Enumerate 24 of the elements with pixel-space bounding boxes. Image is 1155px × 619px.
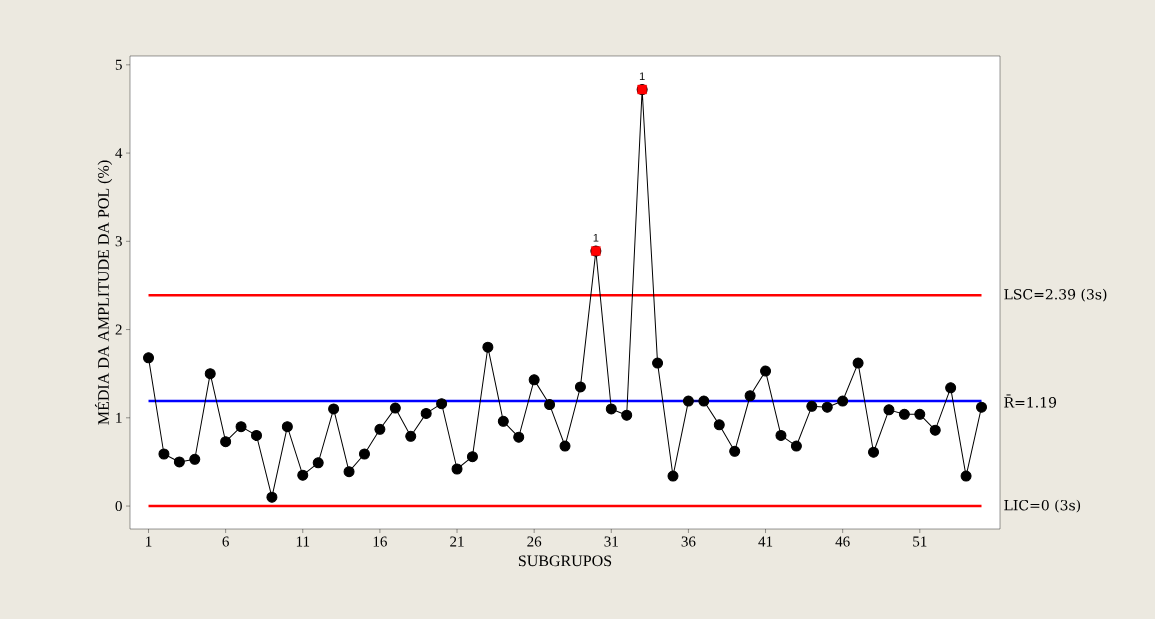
y-tick-label: 0 xyxy=(115,501,122,512)
annotation: 1 xyxy=(593,233,599,242)
x-tick-label: 26 xyxy=(527,536,542,547)
annotation: 1 xyxy=(639,72,645,80)
x-tick-label: 41 xyxy=(758,536,773,547)
y-axis-title: MÉDIA DA AMPLITUDE DA POL (%) xyxy=(94,160,113,425)
x-tick-label: 46 xyxy=(835,536,850,547)
y-tick-label: 2 xyxy=(115,324,122,335)
y-tick-label: 4 xyxy=(115,148,123,158)
x-tick-label: 51 xyxy=(913,536,927,547)
ref-line-label: LSC=2.39 (3s) xyxy=(1004,288,1107,302)
x-tick-label: 36 xyxy=(681,536,696,547)
y-tick-label: 1 xyxy=(116,412,122,423)
ref-line-label: LIC=0 (3s) xyxy=(1004,499,1081,513)
x-tick-label: 11 xyxy=(296,536,310,547)
x-tick-label: 6 xyxy=(222,536,229,547)
x-tick-label: 16 xyxy=(373,536,387,547)
x-tick-label: 21 xyxy=(450,536,464,547)
x-axis-title: SUBGRUPOS xyxy=(518,555,612,567)
y-tick-label: 5 xyxy=(115,59,122,70)
x-tick-label: 1 xyxy=(146,536,152,547)
y-tick-label: 3 xyxy=(115,236,122,247)
x-tick-label: 31 xyxy=(604,536,618,547)
ref-line-label: R̄=1.19 xyxy=(1004,394,1057,408)
